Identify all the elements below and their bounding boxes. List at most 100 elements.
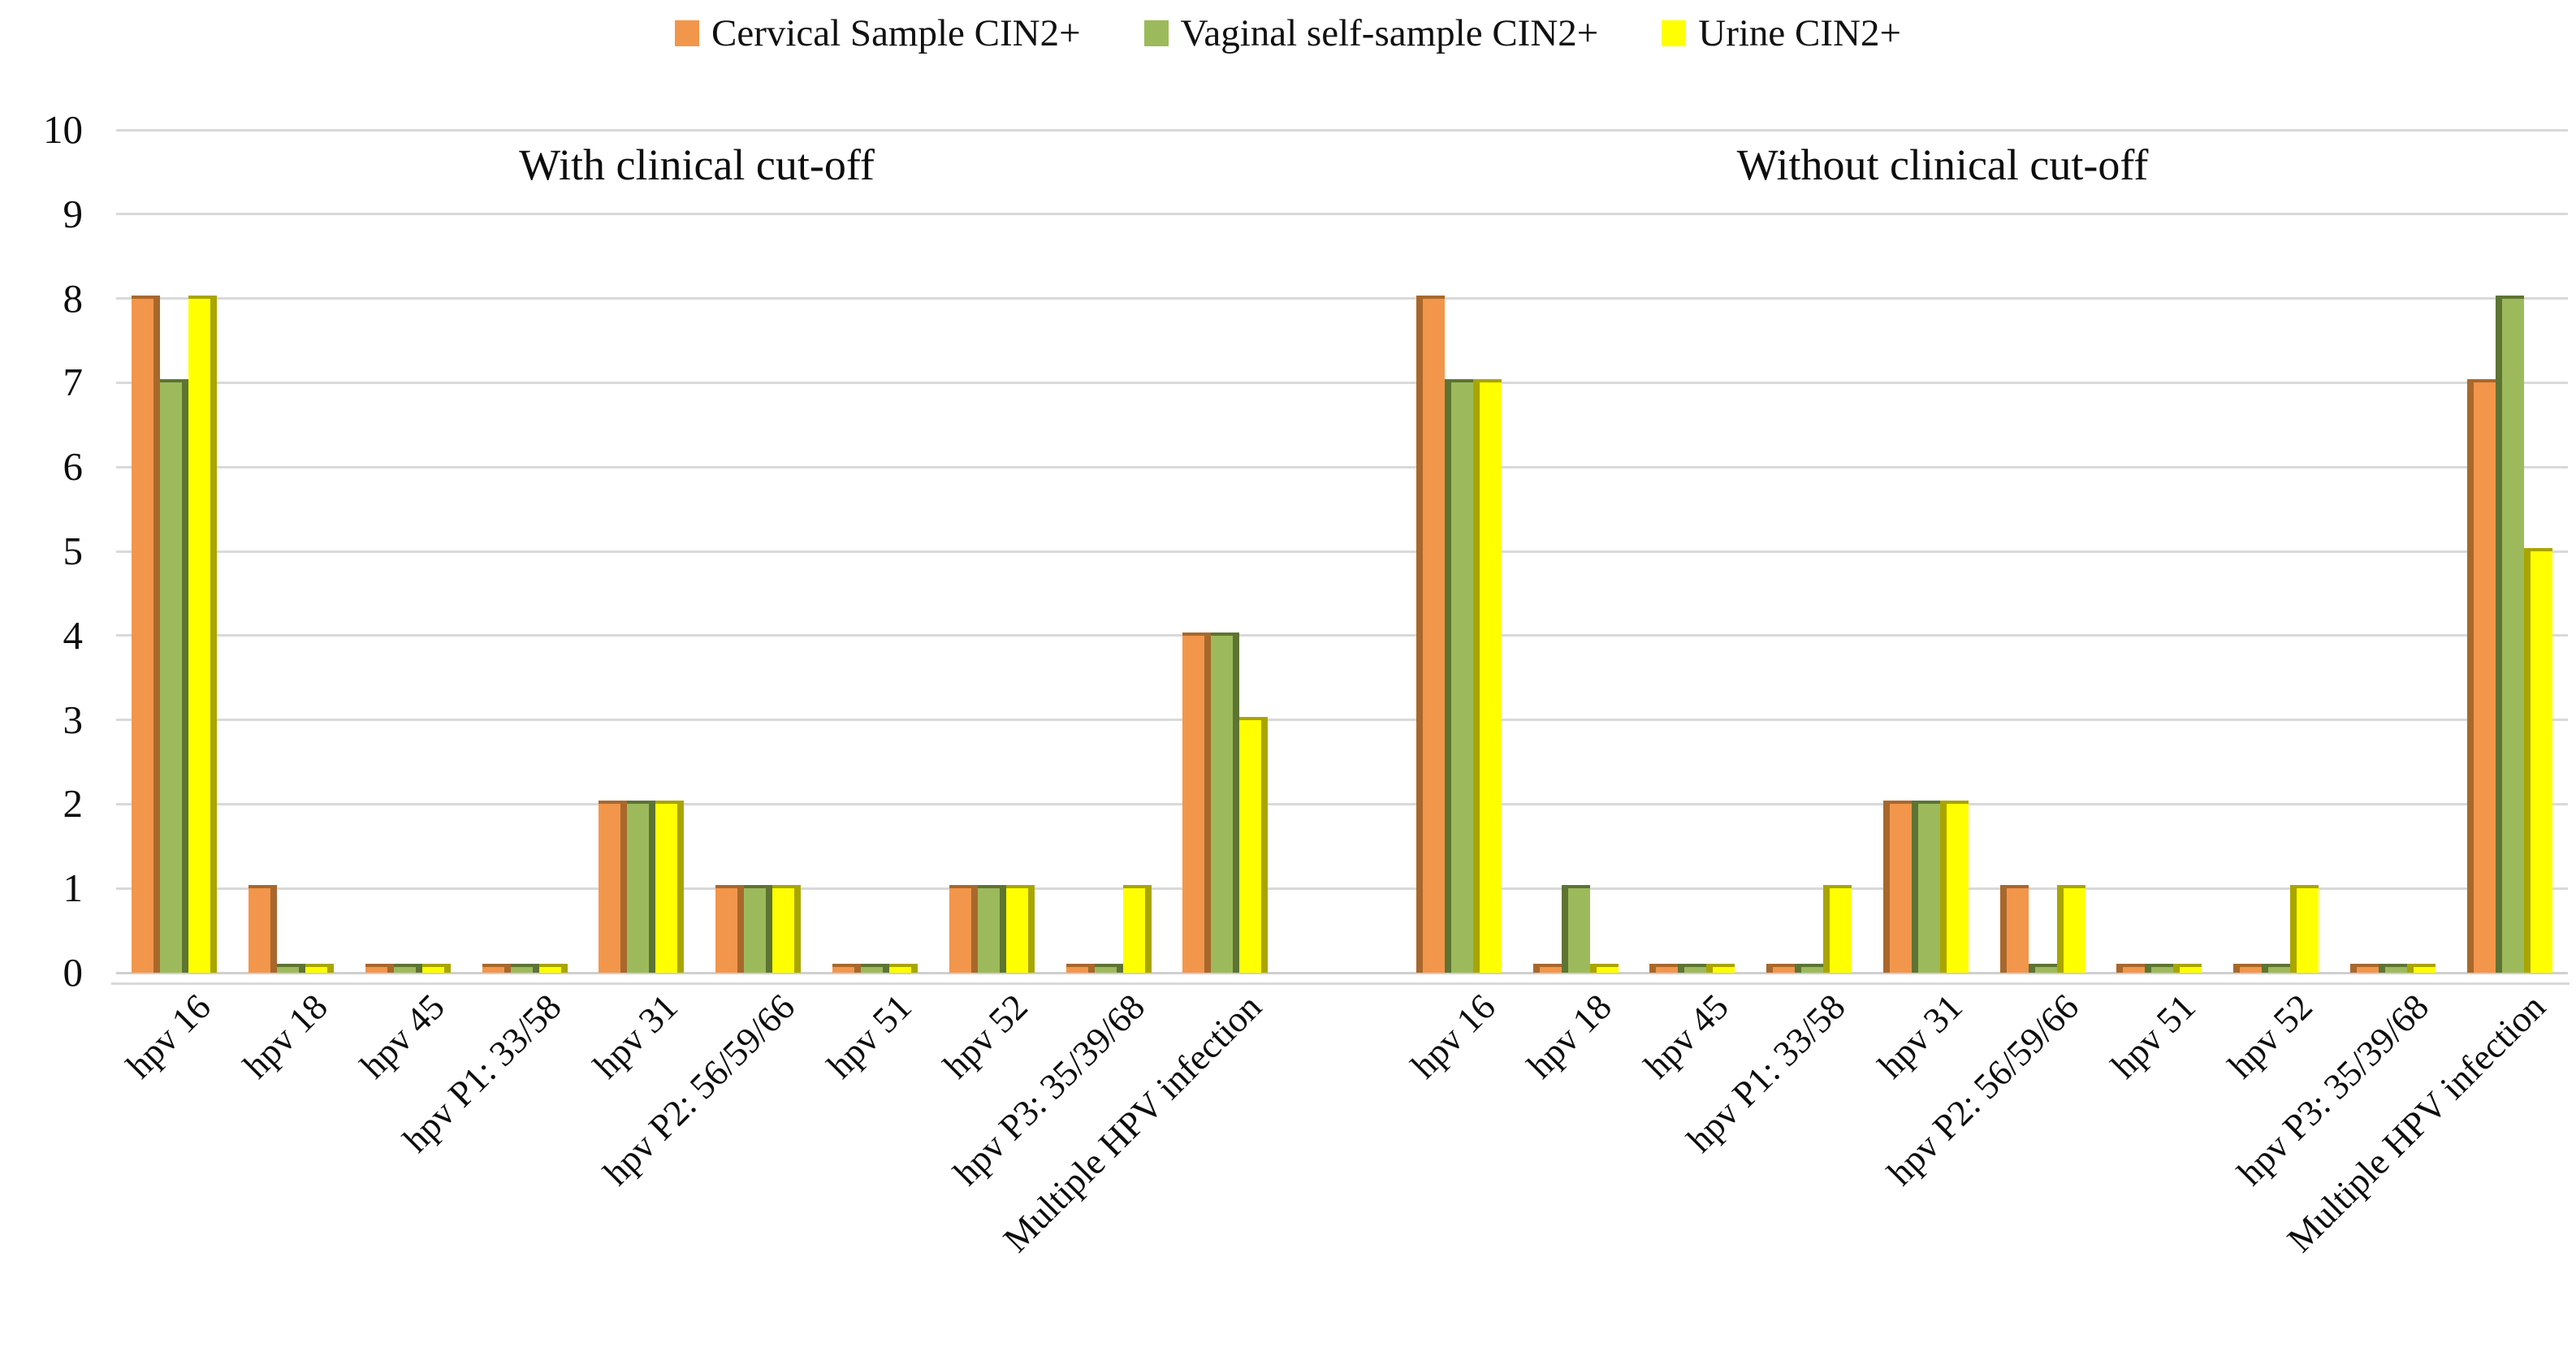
y-axis-label: 7 — [63, 360, 84, 405]
bar-side-shade — [1939, 801, 1947, 973]
bar-side-shade — [2173, 964, 2181, 973]
bar-side-shade — [182, 379, 189, 973]
bar-side-shade — [2262, 964, 2269, 973]
bar-side-shade — [1416, 295, 1423, 973]
bar-vaginal — [860, 964, 889, 973]
bar-fill-vaginal — [627, 801, 650, 973]
bar-cervical — [832, 964, 861, 973]
x-axis-label: hpv 31 — [586, 986, 685, 1086]
bar-fill-vaginal — [2384, 964, 2407, 973]
bar-cervical — [249, 885, 278, 973]
x-axis-label: hpv 16 — [1403, 986, 1503, 1086]
bar-group — [2218, 130, 2335, 973]
gridline — [116, 128, 2568, 132]
bar-side-shade — [1706, 964, 1714, 973]
bar-side-shade — [2233, 964, 2241, 973]
bar-fill-vaginal — [2501, 295, 2524, 973]
x-axis-label: hpv 51 — [2103, 986, 2203, 1086]
x-axis-label: hpv 31 — [1869, 986, 1970, 1086]
bar-cervical — [1532, 964, 1562, 973]
bar-vaginal — [1211, 632, 1240, 973]
bar-fill-urine — [772, 885, 795, 973]
bar-groups — [116, 130, 2568, 973]
bar-fill-vaginal — [1801, 964, 1824, 973]
bar-side-shade — [2290, 885, 2297, 973]
bar-fill-cervical — [1889, 801, 1912, 973]
bar-side-shade — [2349, 964, 2357, 973]
bar-cervical — [1882, 801, 1912, 973]
bar-fill-urine — [2530, 548, 2552, 973]
y-axis-label: 5 — [63, 529, 84, 573]
bar-fill-cervical — [2240, 964, 2263, 973]
bar-cervical — [2233, 964, 2263, 973]
y-axis-label: 9 — [63, 191, 84, 236]
bar-urine — [2290, 885, 2319, 973]
bar-side-shade — [299, 964, 306, 973]
bar-side-shade — [794, 885, 802, 973]
bar-vaginal — [2145, 964, 2174, 973]
bar-urine — [888, 964, 918, 973]
bar-fill-cervical — [1065, 964, 1088, 973]
x-axis-label: hpv 45 — [1636, 986, 1736, 1086]
bar-side-shade — [1678, 964, 1685, 973]
chart-legend: Cervical Sample CIN2+ Vaginal self-sampl… — [0, 11, 2576, 55]
bar-side-shade — [560, 964, 568, 973]
bar-fill-cervical — [1773, 964, 1796, 973]
bar-fill-cervical — [2006, 885, 2029, 973]
bar-fill-cervical — [482, 964, 504, 973]
bar-fill-vaginal — [1211, 632, 1234, 973]
bar-cervical — [949, 885, 978, 973]
bar-vaginal — [160, 379, 189, 973]
bar-cervical — [1182, 632, 1212, 973]
bar-group — [933, 130, 1050, 973]
bar-urine — [655, 801, 685, 973]
bar-side-shade — [1999, 885, 2007, 973]
bar-vaginal — [277, 964, 306, 973]
bar-urine — [1005, 885, 1035, 973]
axis-floor-line — [111, 982, 2570, 985]
bar-fill-vaginal — [1917, 801, 1940, 973]
bar-side-shade — [2406, 964, 2414, 973]
bar-fill-vaginal — [977, 885, 1000, 973]
x-axis-label: hpv 45 — [352, 986, 452, 1086]
bar-side-shade — [2028, 964, 2035, 973]
legend-item-cervical: Cervical Sample CIN2+ — [674, 11, 1081, 55]
bar-urine — [1823, 885, 1852, 973]
bar-side-shade — [737, 885, 745, 973]
bar-fill-urine — [1596, 964, 1619, 973]
bar-side-shade — [504, 964, 511, 973]
bar-vaginal — [1561, 885, 1590, 973]
bar-fill-cervical — [2356, 964, 2379, 973]
gridline — [116, 381, 2568, 384]
bar-fill-vaginal — [510, 964, 533, 973]
y-axis-label: 10 — [43, 107, 83, 152]
bar-cervical — [2116, 964, 2146, 973]
bar-vaginal — [2378, 964, 2407, 973]
bar-fill-urine — [655, 801, 678, 973]
bar-side-shade — [532, 964, 539, 973]
bar-fill-urine — [1239, 716, 1262, 973]
bar-side-shade — [327, 964, 335, 973]
bar-fill-vaginal — [393, 964, 416, 973]
y-axis-label: 3 — [63, 697, 84, 742]
y-axis-label: 8 — [63, 275, 84, 321]
bar-side-shade — [854, 964, 861, 973]
legend-swatch-urine-icon — [1662, 20, 1687, 46]
bar-group — [1400, 130, 1517, 973]
bar-fill-vaginal — [1684, 964, 1707, 973]
bar-side-shade — [153, 295, 161, 973]
x-axis-label: hpv 52 — [2219, 986, 2320, 1086]
bar-side-shade — [766, 885, 773, 973]
bar-side-shade — [970, 885, 978, 973]
bar-cervical — [1999, 885, 2029, 973]
bar-fill-urine — [1830, 885, 1852, 973]
bar-fill-vaginal — [160, 379, 183, 973]
bar-fill-urine — [2063, 885, 2085, 973]
bar-group — [1167, 130, 1284, 973]
y-axis-label: 2 — [63, 781, 84, 827]
bar-urine — [772, 885, 802, 973]
panel-title-without-cutoff: Without clinical cut-off — [1736, 140, 2149, 189]
bar-urine — [2056, 885, 2085, 973]
bar-group — [2101, 130, 2218, 973]
bar-side-shade — [270, 885, 278, 973]
